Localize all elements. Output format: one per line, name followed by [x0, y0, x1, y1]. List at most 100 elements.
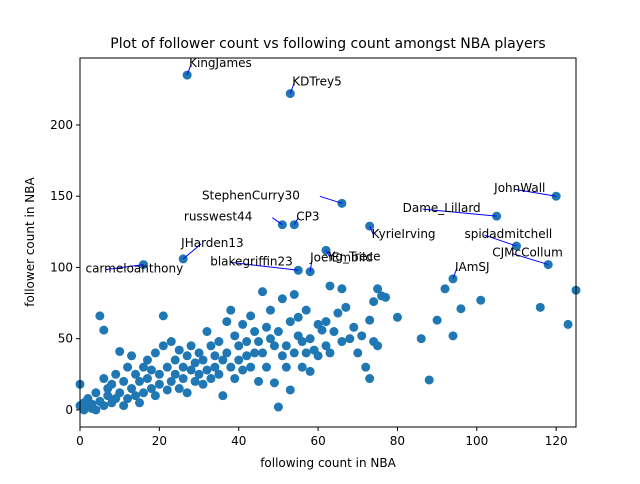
point: [146, 384, 156, 394]
point: [369, 297, 379, 307]
point: [222, 317, 232, 327]
annotation-arrow: [325, 250, 331, 258]
chart-title: Plot of follower count vs following coun…: [110, 36, 545, 52]
point: [99, 325, 109, 335]
point: [142, 374, 152, 384]
point: [214, 369, 224, 379]
annotation-label: carmeloanthony: [85, 262, 183, 276]
x-tick-label: 80: [390, 434, 405, 448]
point: [281, 362, 291, 372]
x-tick-label: 0: [76, 434, 84, 448]
point: [381, 292, 391, 302]
point: [329, 327, 339, 337]
annotation-arrow: [452, 267, 458, 280]
annotation-label: russwest44: [184, 210, 252, 224]
point: [222, 348, 232, 358]
point: [365, 315, 375, 325]
annotation-label: Dame_Lillard: [403, 201, 481, 215]
point: [158, 311, 168, 321]
annotation-arrow: [309, 258, 313, 272]
point: [357, 331, 367, 341]
annotation-arrow: [514, 188, 557, 197]
point: [242, 337, 252, 347]
annotation-arrow: [484, 234, 517, 247]
annotation-label: KDTrey5: [292, 75, 341, 89]
point: [261, 362, 271, 372]
point: [119, 401, 129, 411]
point: [202, 365, 212, 375]
point: [337, 284, 347, 294]
point: [91, 388, 101, 398]
annotation-arrow: [105, 264, 144, 271]
point: [535, 302, 545, 312]
x-tick-label: 120: [545, 434, 568, 448]
point: [269, 341, 279, 351]
plot-frame: [79, 57, 577, 428]
annotation-label: JoelEmbiid: [309, 251, 373, 265]
point: [127, 351, 137, 361]
point: [361, 362, 371, 372]
point: [150, 391, 160, 401]
point: [392, 312, 402, 322]
y-tick-label: 150: [50, 189, 73, 203]
point: [182, 351, 192, 361]
point: [349, 322, 359, 332]
point: [258, 348, 268, 358]
annotation-label: JHarden13: [180, 236, 244, 250]
point: [135, 376, 145, 386]
annotation-label: CP3: [296, 210, 319, 224]
point: [186, 365, 196, 375]
point: [353, 348, 363, 358]
annotation-label: Yg_Trece: [327, 249, 381, 263]
point: [321, 341, 331, 351]
x-tick-label: 20: [152, 434, 167, 448]
point: [190, 358, 200, 368]
point: [265, 305, 275, 315]
point: [416, 334, 426, 344]
point: [440, 284, 450, 294]
annotation-label: spidadmitchell: [464, 227, 552, 241]
point: [174, 345, 184, 355]
point: [333, 308, 343, 318]
point: [154, 379, 164, 389]
point: [214, 337, 224, 347]
annotation-label: KyrieIrving: [372, 227, 436, 241]
point: [206, 341, 216, 351]
point: [198, 379, 208, 389]
point: [99, 401, 109, 411]
point: [107, 379, 117, 389]
point: [254, 376, 264, 386]
annotation-arrow: [512, 253, 549, 266]
point: [563, 319, 573, 329]
point: [285, 385, 295, 395]
point: [341, 302, 351, 312]
point: [146, 365, 156, 375]
point: [99, 374, 109, 384]
point: [238, 365, 248, 375]
annotation-arrow: [182, 243, 202, 260]
point: [226, 362, 236, 372]
y-axis-label: follower count in NBA: [23, 177, 37, 307]
point: [194, 348, 204, 358]
point: [230, 331, 240, 341]
point: [131, 391, 141, 401]
point: [186, 341, 196, 351]
point: [301, 305, 311, 315]
point: [254, 337, 264, 347]
point: [277, 294, 287, 304]
point: [91, 405, 101, 415]
point: [265, 334, 275, 344]
point: [242, 351, 252, 361]
point: [123, 362, 133, 372]
point: [297, 337, 307, 347]
point: [365, 374, 375, 384]
point: [226, 305, 236, 315]
point: [210, 362, 220, 372]
point: [456, 304, 466, 314]
point: [305, 366, 315, 376]
point: [138, 362, 148, 372]
annotation-arrow: [319, 195, 343, 204]
point: [170, 355, 180, 365]
